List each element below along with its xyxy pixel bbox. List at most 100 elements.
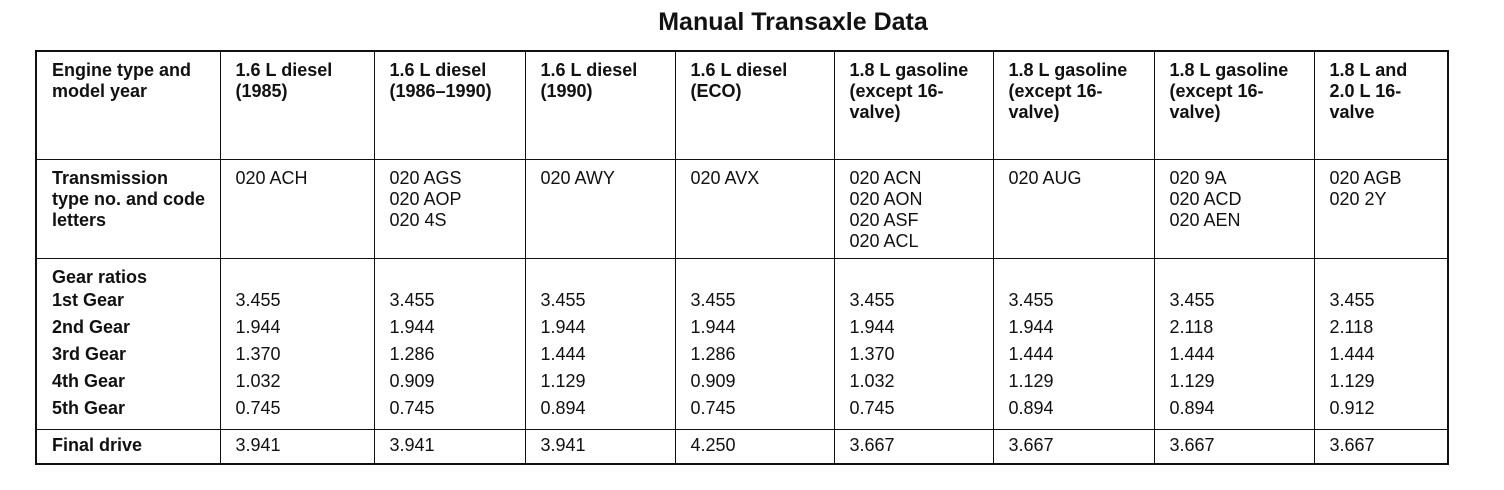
code: 020 AUG (1008, 168, 1082, 188)
codes-row: Transmission type no. and code letters 02… (35, 159, 1449, 259)
ratio: 2.118 (1329, 317, 1374, 337)
final-cell: 3.667 (1313, 429, 1449, 465)
ratio: 1.129 (540, 371, 586, 391)
ratio: 3.455 (690, 290, 736, 310)
gear-label: 2nd Gear (52, 317, 131, 337)
codes-cell: 020 AUG (992, 159, 1155, 259)
ratio: 1.032 (849, 371, 895, 391)
header-cell: 1.8 L gasoline (except 16-valve) (833, 50, 994, 160)
ratio: 1.444 (1008, 344, 1054, 364)
spacer (1009, 267, 1142, 287)
ratio: 1.370 (849, 344, 895, 364)
data-table: Engine type and model year 1.6 L diesel (… (35, 50, 1449, 465)
ratio: 0.745 (389, 398, 435, 418)
ratio: 0.909 (690, 371, 736, 391)
gear-cell: 3.455 2.118 1.444 1.129 0.894 (1153, 258, 1315, 430)
final-cell: 4.250 (674, 429, 835, 465)
ratio: 1.286 (690, 344, 736, 364)
code: 020 ACN (849, 168, 922, 188)
ratio: 1.944 (540, 317, 586, 337)
gear-label: 4th Gear (52, 371, 126, 391)
code: 020 AGS (389, 168, 462, 188)
header-cell: Engine type and model year (35, 50, 221, 160)
title: Manual Transaxle Data (658, 8, 928, 36)
gear-label: 1st Gear (52, 290, 125, 310)
code: 020 9A (1169, 168, 1227, 188)
ratio: 1.129 (1008, 371, 1054, 391)
gear-cell: 3.455 1.944 1.370 1.032 0.745 (219, 258, 375, 430)
ratio: 0.909 (389, 371, 435, 391)
gear-cell: 3.455 2.118 1.444 1.129 0.912 (1313, 258, 1449, 430)
header-cell: 1.8 L and 2.0 L 16-valve (1313, 50, 1449, 160)
ratio: 1.032 (235, 371, 281, 391)
ratio: 0.912 (1329, 398, 1375, 418)
gear-cell: 3.455 1.944 1.444 1.129 0.894 (992, 258, 1155, 430)
gear-label: 5th Gear (52, 398, 126, 418)
codes-cell: 020 AGS 020 AOP 020 4S (373, 159, 526, 259)
ratio: 0.894 (1169, 398, 1215, 418)
code: 020 AWY (540, 168, 615, 188)
codes-cell: 020 9A 020 ACD 020 AEN (1153, 159, 1315, 259)
gear-ratios-label: Gear ratios (52, 267, 148, 287)
codes-cell: 020 ACN 020 AON 020 ASF 020 ACL (833, 159, 994, 259)
ratio: 3.455 (389, 290, 435, 310)
ratio: 0.745 (235, 398, 281, 418)
final-cell: 3.667 (1153, 429, 1315, 465)
row-label: Transmission type no. and code letters (35, 159, 221, 259)
code: 020 ACL (849, 231, 919, 251)
code: 020 AGB (1329, 168, 1402, 188)
ratio: 1.944 (1008, 317, 1054, 337)
ratio: 3.455 (1169, 290, 1215, 310)
ratio: 3.455 (540, 290, 586, 310)
header-cell: 1.6 L diesel (ECO) (674, 50, 835, 160)
ratio: 3.455 (235, 290, 281, 310)
code: 020 ACH (235, 168, 308, 188)
spacer (236, 267, 362, 287)
ratio: 1.444 (1329, 344, 1375, 364)
final-row: Final drive 3.941 3.941 3.941 4.250 3.667 3.66… (35, 429, 1449, 465)
spacer (850, 267, 981, 287)
code: 020 AVX (690, 168, 760, 188)
ratio: 0.894 (540, 398, 586, 418)
row-label: Final drive (35, 429, 221, 465)
gear-row: Gear ratios 1st Gear 2nd Gear 3rd Gear 4th G… (35, 258, 1449, 430)
spacer (691, 267, 822, 287)
gear-cell: 3.455 1.944 1.370 1.032 0.745 (833, 258, 994, 430)
ratio: 1.370 (235, 344, 281, 364)
codes-cell: 020 AWY (524, 159, 676, 259)
header-row: Engine type and model year 1.6 L diesel (… (35, 50, 1449, 160)
table-body: Engine type and model year 1.6 L diesel (… (35, 50, 1449, 465)
spacer (390, 267, 513, 287)
spacer (541, 267, 663, 287)
ratio: 1.129 (1329, 371, 1375, 391)
gear-label: 3rd Gear (52, 344, 127, 364)
ratio: 2.118 (1169, 317, 1214, 337)
header-cell: 1.6 L diesel (1985) (219, 50, 375, 160)
code: 020 2Y (1329, 189, 1387, 209)
code: 020 AOP (389, 189, 462, 209)
ratio: 1.444 (540, 344, 586, 364)
final-cell: 3.941 (373, 429, 526, 465)
header-cell: 1.8 L gasoline (except 16-valve) (992, 50, 1155, 160)
header-cell: 1.8 L gasoline (except 16-valve) (1153, 50, 1315, 160)
ratio: 3.455 (849, 290, 895, 310)
gear-cell: 3.455 1.944 1.286 0.909 0.745 (373, 258, 526, 430)
row-label: Gear ratios 1st Gear 2nd Gear 3rd Gear 4th G… (35, 258, 221, 430)
ratio: 1.286 (389, 344, 435, 364)
code: 020 AEN (1169, 210, 1241, 230)
ratio: 1.944 (849, 317, 895, 337)
ratio: 1.944 (235, 317, 281, 337)
final-cell: 3.667 (992, 429, 1155, 465)
code: 020 AON (849, 189, 923, 209)
spacer (1330, 267, 1436, 287)
header-cell: 1.6 L diesel (1986–1990) (373, 50, 526, 160)
spacer (1170, 267, 1302, 287)
ratio: 0.745 (849, 398, 895, 418)
ratio: 1.944 (389, 317, 435, 337)
final-cell: 3.941 (524, 429, 676, 465)
ratio: 0.745 (690, 398, 736, 418)
codes-cell: 020 AGB 020 2Y (1313, 159, 1449, 259)
ratio: 0.894 (1008, 398, 1054, 418)
gear-cell: 3.455 1.944 1.444 1.129 0.894 (524, 258, 676, 430)
